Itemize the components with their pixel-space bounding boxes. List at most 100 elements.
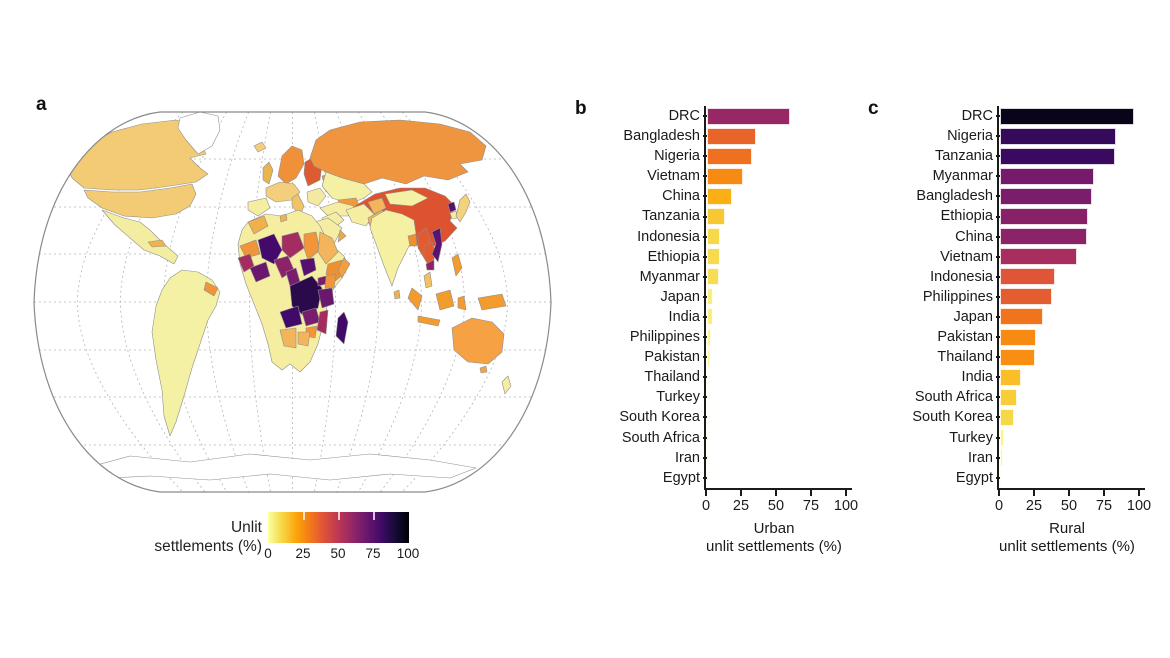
- region-tasmania: [479, 365, 488, 374]
- panel-b-label: b: [575, 98, 587, 119]
- legend-notch-75: [373, 512, 375, 520]
- bar-ethiopia: [707, 248, 720, 266]
- bar-japan: [1000, 308, 1044, 326]
- bar-row: Vietnam: [588, 166, 878, 186]
- region-new-zealand: [501, 375, 512, 395]
- category-label: India: [668, 308, 700, 325]
- bar-row: Egypt: [588, 468, 878, 488]
- bar-egypt: [1000, 469, 1002, 487]
- x-tick-label: 75: [802, 498, 820, 514]
- bar-ethiopia: [1000, 207, 1089, 225]
- bar-indonesia: [707, 228, 721, 246]
- bar-row: Tanzania: [588, 206, 878, 226]
- category-label: Tanzania: [934, 148, 993, 165]
- region-japan: [455, 193, 471, 223]
- x-tick-label: 100: [1126, 498, 1152, 514]
- bar-row: Pakistan: [588, 347, 878, 367]
- region-oman: [337, 229, 347, 243]
- bar-vietnam: [1000, 248, 1077, 266]
- category-label: Indonesia: [637, 228, 700, 245]
- bar-row: Vietnam: [881, 247, 1170, 267]
- bar-row: South Korea: [588, 407, 878, 427]
- region-mozambique: [316, 309, 329, 335]
- region-indonesia-java: [417, 315, 441, 327]
- bar-nigeria: [707, 147, 752, 165]
- legend-notch-25: [303, 512, 305, 520]
- panel-c-label: c: [868, 98, 879, 119]
- bar-row: China: [881, 227, 1170, 247]
- bar-indonesia: [1000, 268, 1055, 286]
- x-tick-label: 25: [1025, 498, 1043, 514]
- bar-row: India: [881, 367, 1170, 387]
- region-philippines: [451, 253, 463, 277]
- category-label: Nigeria: [947, 128, 993, 145]
- bar-row: Japan: [881, 307, 1170, 327]
- region-senegal-guinea: [237, 253, 255, 273]
- rural-axis-title: Rural unlit settlements (%): [927, 520, 1170, 556]
- bar-tanzania: [1000, 147, 1115, 165]
- x-tick-mark: [775, 490, 777, 496]
- x-tick-mark: [740, 490, 742, 496]
- bar-south-korea: [1000, 408, 1014, 426]
- bar-south-africa: [1000, 388, 1017, 406]
- rural-axis-frame: [997, 106, 1145, 490]
- region-guyanas: [203, 281, 219, 297]
- bar-row: Tanzania: [881, 146, 1170, 166]
- category-label: Turkey: [656, 389, 700, 406]
- legend-tick-label: 75: [365, 546, 381, 561]
- bar-row: South Africa: [881, 387, 1170, 407]
- category-label: Philippines: [922, 288, 993, 305]
- region-niger: [281, 231, 305, 259]
- bar-row: Bangladesh: [588, 126, 878, 146]
- category-label: Egypt: [662, 469, 700, 486]
- category-label: DRC: [961, 108, 993, 124]
- category-label: Thailand: [937, 349, 993, 366]
- legend-tick-labels: 0 25 50 75 100: [264, 546, 419, 562]
- x-tick-mark: [1068, 490, 1070, 496]
- bar-row: Indonesia: [881, 267, 1170, 287]
- category-label: Pakistan: [937, 329, 993, 346]
- x-tick-mark: [1138, 490, 1140, 496]
- region-balkans: [306, 187, 327, 207]
- region-ghana-ivory-coast: [249, 261, 271, 283]
- bar-row: Japan: [588, 287, 878, 307]
- category-label: Ethiopia: [940, 208, 993, 225]
- region-india: [369, 209, 417, 287]
- bar-row: Philippines: [881, 287, 1170, 307]
- region-kazakhstan: [321, 171, 373, 205]
- category-label: South Africa: [621, 429, 700, 446]
- category-label: India: [961, 369, 993, 386]
- bar-vietnam: [707, 167, 744, 185]
- category-label: Nigeria: [654, 148, 700, 165]
- legend-tick-label: 50: [330, 546, 346, 561]
- region-chad: [303, 231, 321, 261]
- category-label: Vietnam: [647, 168, 700, 185]
- region-malaysia: [423, 271, 433, 289]
- region-new-guinea: [477, 293, 507, 311]
- region-sri-lanka: [393, 289, 401, 300]
- bar-row: China: [588, 186, 878, 206]
- region-south-america: [151, 269, 221, 437]
- bar-china: [707, 187, 733, 205]
- bar-india: [1000, 368, 1021, 386]
- category-label: South Africa: [914, 389, 993, 406]
- bar-row: Turkey: [881, 428, 1170, 448]
- category-label: Tanzania: [641, 208, 700, 225]
- region-north-korea: [447, 201, 457, 213]
- region-botswana: [297, 331, 311, 347]
- bar-row: Myanmar: [588, 267, 878, 287]
- category-label: China: [662, 188, 700, 205]
- bar-thailand: [1000, 348, 1035, 366]
- region-italy: [291, 193, 305, 217]
- bar-pakistan: [1000, 328, 1037, 346]
- map-outline: [33, 111, 552, 493]
- bar-row: Thailand: [881, 347, 1170, 367]
- x-tick-mark: [1103, 490, 1105, 496]
- bar-myanmar: [1000, 167, 1094, 185]
- world-map: [33, 111, 552, 493]
- bar-drc: [707, 107, 790, 125]
- x-tick-mark: [810, 490, 812, 496]
- region-iberia: [247, 197, 271, 217]
- legend-notch-50: [338, 512, 340, 520]
